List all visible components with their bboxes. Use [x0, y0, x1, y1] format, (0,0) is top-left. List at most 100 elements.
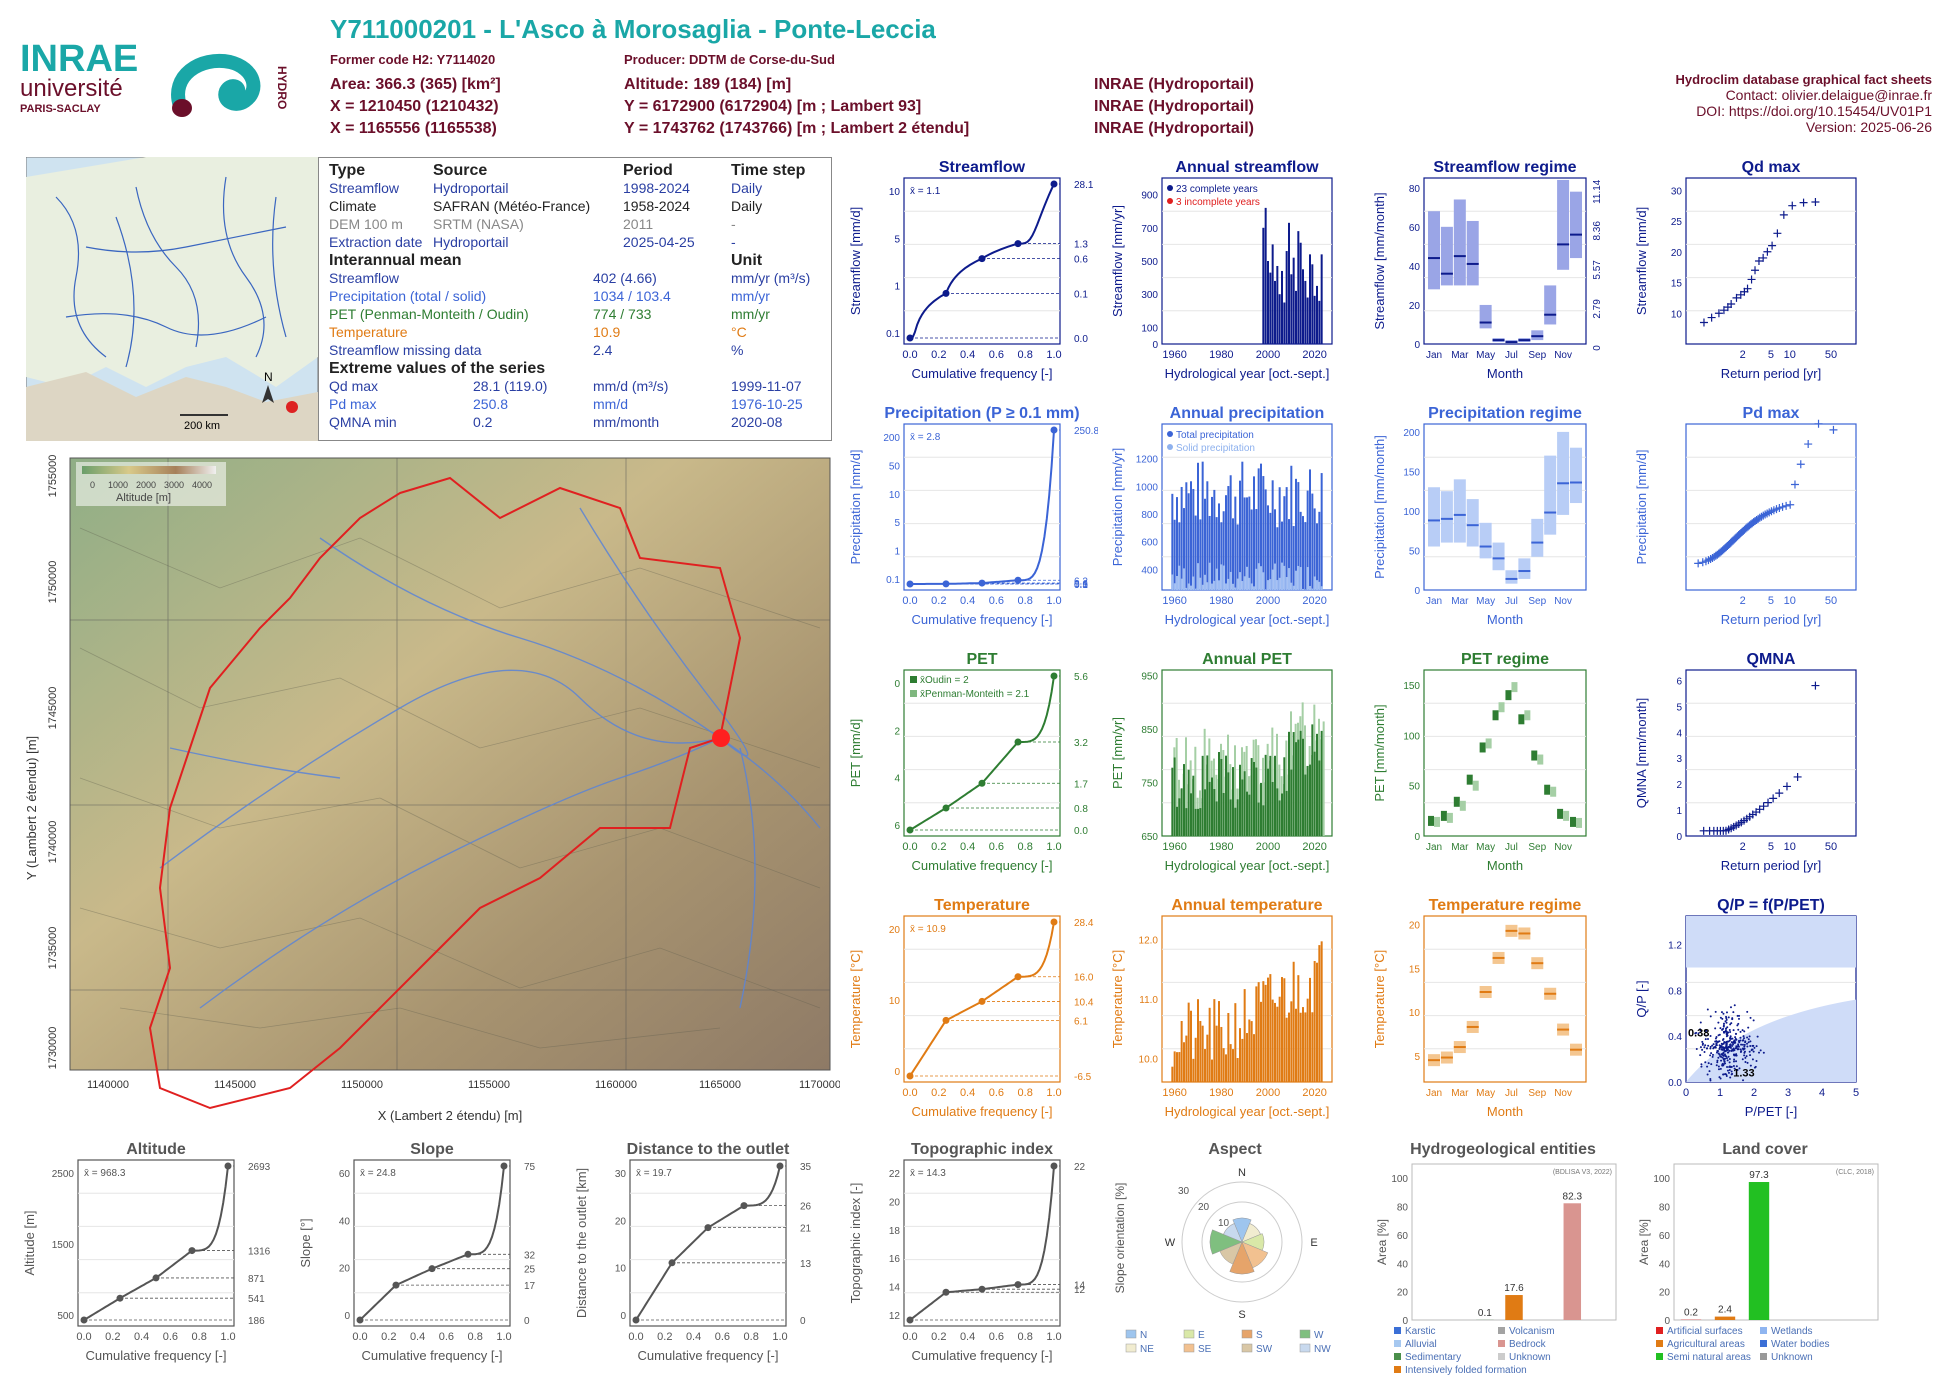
- y-tick-label: 11.0: [1139, 995, 1158, 1006]
- annual-bar: [1225, 755, 1227, 836]
- x-tick-label: 0.4: [960, 1331, 975, 1343]
- return-period-point: [1752, 808, 1761, 817]
- right-tick-label: 0: [800, 1316, 806, 1327]
- legend-swatch: [1498, 1327, 1505, 1334]
- x-tick-label: 0.0: [902, 841, 917, 853]
- qp-point: [1756, 1035, 1759, 1038]
- qp-point: [1734, 1047, 1737, 1050]
- x-lambert2: X = 1165556 (1165538): [330, 120, 497, 137]
- qp-point: [1735, 1054, 1738, 1057]
- qp-point: [1728, 1049, 1731, 1052]
- plot-area: [1423, 177, 1587, 345]
- qp-point: [1726, 1046, 1729, 1049]
- legend-label: SE: [1198, 1344, 1212, 1355]
- qp-point: [1733, 1067, 1736, 1070]
- solid-bar: [1225, 583, 1227, 590]
- right-tick-label: 0.8: [1074, 804, 1088, 815]
- qp-point: [1749, 1016, 1752, 1019]
- legend-marker: [1167, 185, 1173, 191]
- annual-bar: [1206, 1034, 1209, 1082]
- qp-point: [1721, 1064, 1724, 1067]
- legend-marker: [1167, 431, 1173, 437]
- qp-point: [1753, 1046, 1756, 1049]
- mean-pet-unit: mm/yr: [731, 306, 770, 322]
- source-l93: INRAE (Hydroportail): [1094, 98, 1254, 115]
- qp-point: [1741, 1029, 1744, 1032]
- qp-point: [1706, 1008, 1709, 1011]
- annual-bar: [1197, 462, 1199, 590]
- plot-area: [1161, 915, 1333, 1083]
- qp-point: [1736, 1048, 1739, 1051]
- annual-bar: [1281, 270, 1283, 344]
- qp-point: [1727, 1016, 1730, 1019]
- quantile-point: [1050, 672, 1058, 680]
- qp-point: [1725, 1033, 1728, 1036]
- qp-point: [1723, 1060, 1726, 1063]
- qp-point: [1715, 1064, 1718, 1067]
- qp-point: [1738, 1041, 1741, 1044]
- return-period-point: [1748, 810, 1757, 819]
- qp-point: [1714, 1037, 1717, 1040]
- pm-bar: [1210, 760, 1213, 836]
- right-tick-label: 2.79: [1592, 299, 1603, 319]
- right-tick-label: 0.6: [1074, 255, 1088, 266]
- qp-point: [1743, 1050, 1746, 1053]
- annual-bar: [1281, 521, 1283, 590]
- y-tick-label: 4: [1676, 728, 1682, 739]
- return-period-point: [1782, 782, 1791, 791]
- annual-bar: [1318, 300, 1321, 344]
- legend-swatch: [1394, 1353, 1401, 1360]
- solid-bar: [1257, 563, 1260, 590]
- x-tick-label: Mar: [1451, 1088, 1469, 1099]
- legend-label: S: [1256, 1330, 1263, 1341]
- regime-box: [1466, 1020, 1479, 1033]
- x-tick-label: 2: [1740, 841, 1746, 853]
- return-period-point: [1738, 527, 1747, 536]
- x-tick-label: 2020: [1302, 349, 1326, 361]
- pm-bar: [1245, 745, 1248, 836]
- unit-title: Unit: [731, 252, 763, 269]
- legend-label: Alluvial: [1405, 1339, 1437, 1350]
- svg-text:1140000: 1140000: [87, 1079, 129, 1091]
- x-tick-label: 0.6: [989, 1087, 1004, 1099]
- quantile-point: [942, 1016, 950, 1024]
- legend-label: Total precipitation: [1176, 430, 1254, 441]
- qp-point: [1751, 1058, 1754, 1061]
- legend-swatch: [1241, 1329, 1253, 1339]
- qp-point: [1722, 1064, 1725, 1067]
- qp-point: [1716, 1049, 1719, 1052]
- bar-value-label: 82.3: [1563, 1191, 1583, 1202]
- mean-streamflow-unit: mm/yr (m³/s): [731, 270, 811, 286]
- solid-bar: [1262, 572, 1265, 590]
- qp-point: [1731, 1018, 1734, 1021]
- qp-point: [1717, 1065, 1720, 1068]
- chart-title: Annual temperature: [1171, 897, 1322, 914]
- return-period-point: [1737, 818, 1746, 827]
- regime-range-box: [1428, 487, 1440, 547]
- qp-point: [1739, 1039, 1742, 1042]
- contact[interactable]: Contact: olivier.delaigue@inrae.fr: [1725, 87, 1932, 103]
- data-source: (CLC, 2018): [1836, 1169, 1874, 1176]
- qp-point: [1729, 1023, 1732, 1026]
- regime-range-box: [1505, 570, 1518, 584]
- qp-point: [1733, 1053, 1736, 1056]
- annual-bar: [1171, 493, 1174, 590]
- qp-point: [1720, 1055, 1723, 1058]
- x-tick-label: 0.2: [931, 841, 946, 853]
- y-tick-label: 80: [1409, 184, 1421, 195]
- annual-bar: [1187, 493, 1190, 590]
- svg-text:1740000: 1740000: [47, 821, 59, 864]
- north-arrow-icon: [262, 385, 274, 403]
- pm-bar: [1252, 739, 1255, 836]
- annual-bar: [1176, 806, 1178, 836]
- y-tick-label: 5: [1414, 1052, 1420, 1063]
- y-tick-label: 60: [1409, 223, 1421, 234]
- legend-swatch: [1498, 1353, 1505, 1360]
- x-tick-label: May: [1476, 842, 1495, 853]
- qp-point: [1706, 1065, 1709, 1068]
- regime-range-box: [1557, 179, 1570, 270]
- doi-link[interactable]: DOI: https://doi.org/10.15454/UV01P1: [1696, 103, 1932, 119]
- x-tick-label: Mar: [1451, 350, 1469, 361]
- producer: Producer: DDTM de Corse-du-Sud: [624, 52, 835, 67]
- ring-label: 20: [1198, 1202, 1210, 1213]
